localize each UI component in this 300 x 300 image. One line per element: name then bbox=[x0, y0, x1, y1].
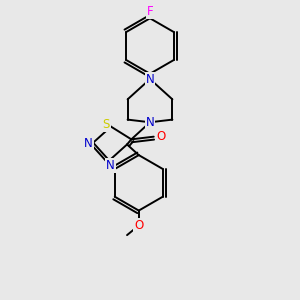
Text: S: S bbox=[103, 118, 110, 131]
Text: O: O bbox=[134, 219, 143, 232]
Text: N: N bbox=[146, 73, 154, 85]
Text: N: N bbox=[84, 137, 93, 150]
Text: N: N bbox=[146, 116, 154, 129]
Text: O: O bbox=[156, 130, 165, 143]
Text: N: N bbox=[106, 159, 115, 172]
Text: F: F bbox=[147, 5, 153, 18]
